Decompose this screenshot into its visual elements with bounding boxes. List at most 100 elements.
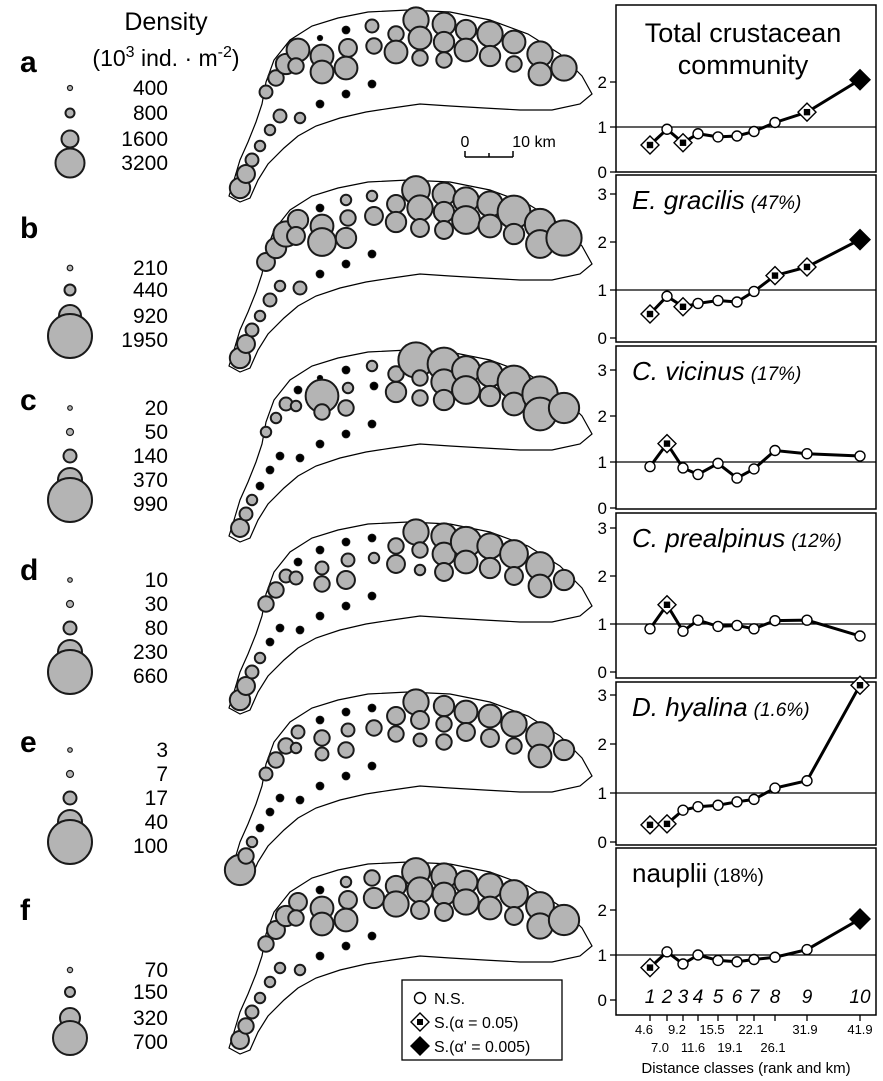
y-tick-label: 2 bbox=[598, 233, 607, 252]
point-ns bbox=[731, 130, 743, 142]
lake-map-f bbox=[228, 857, 593, 1055]
y-tick-label: 3 bbox=[598, 361, 607, 380]
series-line bbox=[648, 78, 861, 147]
legend-circle bbox=[66, 84, 74, 92]
panel-letter: a bbox=[20, 46, 37, 79]
map-station-circle bbox=[273, 961, 287, 975]
map-station-circle bbox=[499, 539, 529, 569]
map-station-circle bbox=[337, 741, 355, 759]
legend-circle bbox=[65, 769, 75, 779]
map-station-circle bbox=[435, 715, 453, 733]
point-ns bbox=[692, 801, 704, 813]
lake-map-c bbox=[228, 341, 593, 543]
legend-circle bbox=[47, 313, 93, 359]
series-line bbox=[648, 440, 861, 480]
map-station-circle bbox=[480, 728, 500, 748]
scale-bar-km: 10 km bbox=[512, 134, 556, 151]
map-station-circle bbox=[315, 715, 325, 725]
y-tick-label: 0 bbox=[598, 499, 607, 518]
legend-density-label: 440 bbox=[133, 279, 168, 302]
point-highly-significant bbox=[849, 908, 871, 930]
legend-density-label: 1950 bbox=[121, 329, 168, 352]
point-significant bbox=[673, 296, 693, 317]
chart-panel-5: 0 1 2 3 D. hyalina (1.6%) bbox=[598, 675, 877, 852]
map-station-circle bbox=[314, 560, 330, 576]
map-station-circle bbox=[295, 453, 305, 463]
map-station-circle bbox=[287, 909, 305, 927]
map-station-circle bbox=[315, 439, 325, 449]
map-station-circle bbox=[315, 611, 325, 621]
map-station-circle bbox=[367, 761, 377, 771]
chart-title: Total crustacean community bbox=[645, 18, 842, 80]
legend-circle bbox=[67, 577, 73, 583]
lake-map-e bbox=[223, 688, 593, 887]
map-station-circle bbox=[287, 57, 305, 75]
y-tick-label: 2 bbox=[598, 407, 607, 426]
map-station-circle bbox=[244, 322, 260, 338]
point-ns bbox=[769, 116, 781, 129]
map-station-circle bbox=[290, 724, 306, 740]
s1-key-label: S.(α = 0.05) bbox=[434, 1015, 518, 1032]
chart-title: E. gracilis (47%) bbox=[632, 185, 801, 215]
legend-circle bbox=[66, 966, 74, 974]
map-station-circle bbox=[341, 381, 355, 395]
map-station-circle bbox=[382, 890, 410, 918]
km-label-top: 22.1 bbox=[738, 1022, 763, 1037]
km-label-top: 4.6 bbox=[635, 1022, 653, 1037]
map-station-circle bbox=[313, 575, 331, 593]
point-ns bbox=[712, 954, 724, 967]
map-station-circle bbox=[263, 975, 277, 989]
rank-label: 10 bbox=[849, 987, 871, 1008]
map-station-circle bbox=[413, 563, 427, 577]
point-ns bbox=[801, 614, 813, 626]
map-station-circle bbox=[451, 205, 481, 235]
map-station-circle bbox=[262, 292, 278, 308]
km-label-top: 15.5 bbox=[699, 1022, 724, 1037]
point-ns bbox=[731, 296, 743, 308]
map-station-circle bbox=[386, 194, 406, 214]
map-station-circle bbox=[410, 900, 430, 920]
map-station-circle bbox=[545, 219, 583, 257]
map-station-circle bbox=[452, 888, 480, 916]
map-station-circle bbox=[315, 545, 325, 555]
rank-label: 2 bbox=[661, 987, 673, 1008]
y-tick-label: 3 bbox=[598, 185, 607, 204]
map-station-circle bbox=[453, 37, 479, 63]
legend-circle bbox=[47, 649, 93, 695]
map-station-circle bbox=[315, 99, 325, 109]
chart-panel-4: 0 1 2 3 C. prealpinus (12%) bbox=[598, 512, 877, 682]
map-station-circle bbox=[253, 651, 267, 665]
rank-label: 7 bbox=[749, 987, 761, 1008]
legend-density-label: 70 bbox=[145, 959, 168, 982]
map-station-circle bbox=[478, 384, 502, 408]
map-station-circle bbox=[341, 771, 351, 781]
map-station-circle bbox=[339, 193, 353, 207]
density-title: Density bbox=[124, 8, 208, 36]
point-ns bbox=[677, 958, 689, 970]
x-axis: 4.6 9.2 15.5 22.1 31.9 41.9 7.0 11.6 19.1 26.1 bbox=[635, 1015, 873, 1055]
y-tick-label: 3 bbox=[598, 686, 607, 705]
map-station-circle bbox=[275, 793, 285, 803]
point-significant bbox=[640, 304, 660, 324]
map-station-circle bbox=[384, 210, 408, 234]
y-tick-label: 1 bbox=[598, 453, 607, 472]
map-station-circle bbox=[384, 380, 408, 404]
rank-label: 1 bbox=[645, 987, 656, 1008]
map-station-circle bbox=[315, 781, 325, 791]
km-label-bottom: 11.6 bbox=[681, 1040, 705, 1055]
map-station-circle bbox=[365, 37, 383, 55]
map-station-circle bbox=[313, 729, 331, 747]
map-station-circle bbox=[259, 425, 273, 439]
map-station-circle bbox=[333, 55, 359, 81]
chart-frame bbox=[615, 681, 877, 846]
y-tick-label: 0 bbox=[598, 833, 607, 852]
y-tick-label: 0 bbox=[598, 329, 607, 348]
map-station-circle bbox=[365, 189, 379, 203]
map-station-circle bbox=[386, 706, 406, 726]
point-ns bbox=[677, 462, 689, 474]
map-station-circle bbox=[501, 29, 527, 55]
